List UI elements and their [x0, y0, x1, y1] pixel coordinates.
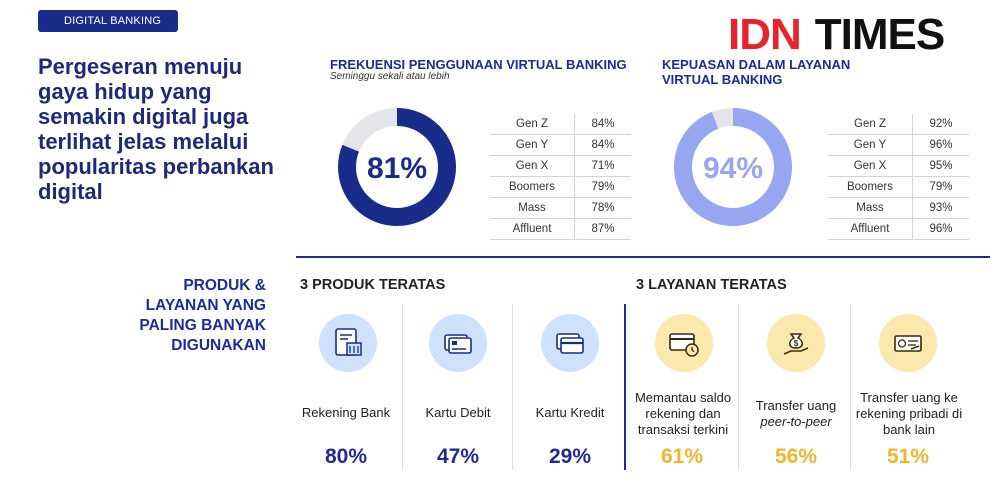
separator — [512, 304, 513, 470]
product-label: Kartu Debit — [425, 405, 491, 420]
segment-value: 93% — [912, 197, 969, 219]
segment-row: Gen Z 92% — [828, 114, 969, 135]
segment-row: Gen Y 96% — [828, 134, 969, 156]
segment-value: 95% — [912, 155, 969, 177]
segment-row: Boomers 79% — [490, 176, 631, 198]
segment-label: Boomers — [828, 176, 913, 198]
satisfaction-donut: 94% — [674, 108, 792, 226]
service-label-emphasis: peer-to-peer — [760, 414, 832, 429]
frequency-segment-table: Gen Z 84% Gen Y 84% Gen X 71% Boomers 79% Mass 78… — [490, 114, 631, 240]
segment-label: Gen Y — [828, 134, 913, 156]
satisfaction-center-label: 94% — [703, 152, 763, 185]
product-value: 80% — [324, 445, 368, 468]
bank-statement-icon — [319, 314, 377, 372]
segment-row: Affluent 96% — [828, 218, 969, 240]
segment-row: Gen X 95% — [828, 155, 969, 177]
segment-value: 79% — [912, 176, 969, 198]
service-label: Transfer uang ke rekening pribadi di ban… — [855, 390, 963, 437]
segment-label: Gen Y — [490, 134, 575, 156]
segment-value: 96% — [912, 218, 969, 240]
product-item-rekening — [296, 314, 400, 372]
segment-label: Gen X — [490, 155, 575, 177]
separator — [402, 304, 403, 470]
page-headline: Pergeseran menuju gaya hidup yang semaki… — [38, 54, 274, 204]
product-value: 47% — [436, 445, 480, 468]
service-item-transfer — [856, 314, 960, 372]
satisfaction-donut-arc — [674, 108, 792, 226]
frequency-center-label: 81% — [367, 152, 427, 185]
segment-row: Mass 78% — [490, 197, 631, 219]
top-services-heading: 3 LAYANAN TERATAS — [636, 277, 787, 293]
segment-label: Gen Z — [490, 114, 575, 135]
segment-row: Gen X 71% — [490, 155, 631, 177]
segment-value: 71% — [574, 155, 631, 177]
brand-logo: IDN TIMES — [728, 10, 945, 60]
service-item-p2p: $ — [744, 314, 848, 372]
segment-row: Boomers 79% — [828, 176, 969, 198]
frequency-title: FREKUENSI PENGGUNAAN VIRTUAL BANKING — [330, 57, 627, 72]
segment-value: 96% — [912, 134, 969, 156]
group-separator — [624, 304, 626, 470]
segment-value: 84% — [574, 134, 631, 156]
segment-label: Affluent — [828, 218, 913, 240]
product-label: Rekening Bank — [301, 405, 391, 420]
segment-value: 78% — [574, 197, 631, 219]
brand-idn: IDN — [728, 10, 802, 59]
svg-text:$: $ — [794, 339, 799, 348]
frequency-subtitle: Seminggu sekali atau lebih — [330, 71, 450, 82]
service-label-p2p: Transfer uang peer-to-peer — [744, 398, 848, 430]
segment-label: Affluent — [490, 218, 575, 240]
debit-card-icon — [429, 314, 487, 372]
product-label: Kartu Kredit — [535, 405, 605, 420]
segment-label: Gen X — [828, 155, 913, 177]
service-label: Memantau saldo rekening dan transaksi te… — [634, 390, 732, 437]
segment-row: Mass 93% — [828, 197, 969, 219]
service-item-monitor — [632, 314, 736, 372]
segment-value: 87% — [574, 218, 631, 240]
satisfaction-title: KEPUASAN DALAM LAYANAN VIRTUAL BANKING — [662, 57, 851, 87]
money-bag-hand-icon: $ — [767, 314, 825, 372]
service-value: 61% — [660, 445, 704, 468]
products-services-label: PRODUK & LAYANAN YANG PALING BANYAK DIGU… — [139, 277, 266, 354]
separator — [850, 304, 851, 470]
segment-row: Gen Z 84% — [490, 114, 631, 135]
frequency-donut-arc — [338, 108, 456, 226]
segment-label: Boomers — [490, 176, 575, 198]
card-clock-icon — [655, 314, 713, 372]
service-value: 51% — [886, 445, 930, 468]
product-value: 29% — [548, 445, 592, 468]
top-products-heading: 3 PRODUK TERATAS — [300, 277, 446, 293]
segment-row: Affluent 87% — [490, 218, 631, 240]
section-divider — [296, 256, 990, 258]
product-item-kredit — [518, 314, 622, 372]
segment-label: Gen Z — [828, 114, 913, 135]
frequency-donut: 81% — [338, 108, 456, 226]
segment-value: 79% — [574, 176, 631, 198]
separator — [738, 304, 739, 470]
segment-label: Mass — [490, 197, 575, 219]
satisfaction-segment-table: Gen Z 92% Gen Y 96% Gen X 95% Boomers 79% Mass 93… — [828, 114, 969, 240]
brand-times: TIMES — [814, 10, 945, 59]
credit-card-icon — [541, 314, 599, 372]
service-value: 56% — [774, 445, 818, 468]
segment-value: 92% — [912, 114, 969, 135]
category-tag: DIGITAL BANKING — [38, 10, 178, 32]
cheque-icon — [879, 314, 937, 372]
segment-row: Gen Y 84% — [490, 134, 631, 156]
segment-label: Mass — [828, 197, 913, 219]
service-label-text: Transfer uang — [755, 398, 837, 413]
product-item-debit — [406, 314, 510, 372]
segment-value: 84% — [574, 114, 631, 135]
